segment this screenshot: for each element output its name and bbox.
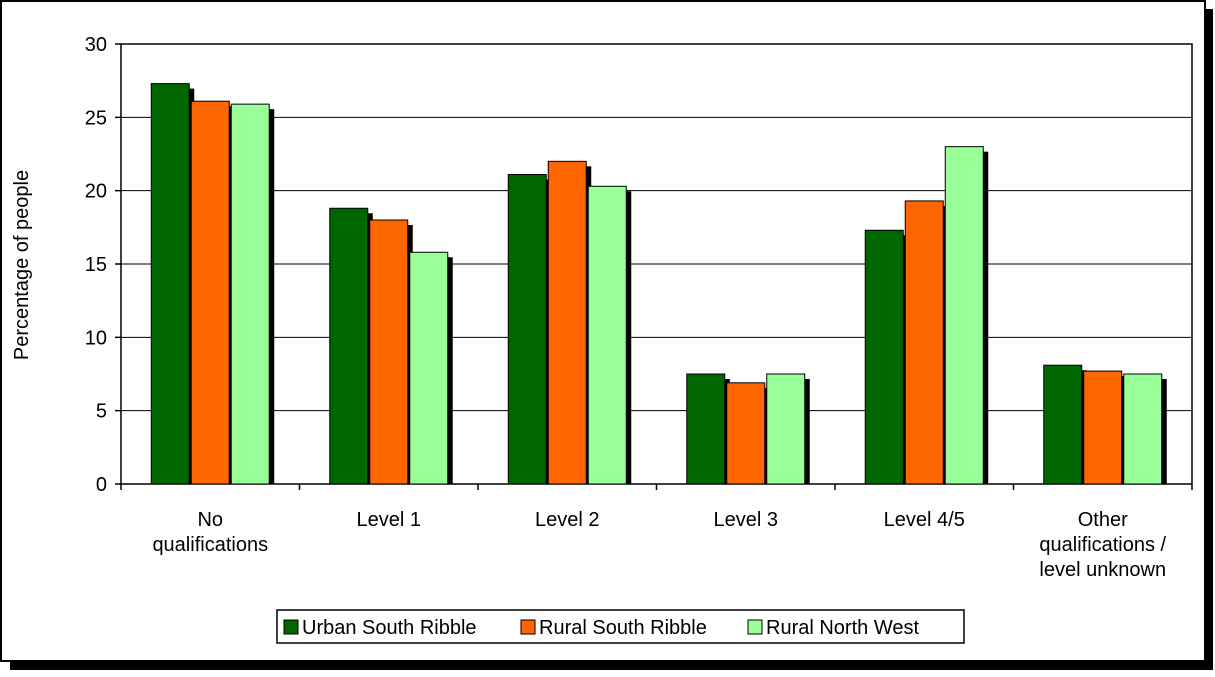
x-tick-label-line: qualifications / xyxy=(1039,534,1166,556)
x-tick-label-line: Other xyxy=(1078,509,1128,531)
x-tick-label-line: Level 4/5 xyxy=(884,509,965,531)
legend-label: Rural South Ribble xyxy=(539,617,707,639)
y-tick-label: 25 xyxy=(85,107,107,129)
y-tick-label: 0 xyxy=(96,474,107,496)
legend-swatch xyxy=(520,619,536,635)
bar xyxy=(409,251,449,485)
x-tick-label-line: qualifications xyxy=(152,534,268,556)
legend-swatch xyxy=(283,619,299,635)
bar xyxy=(369,219,409,485)
y-tick-label: 20 xyxy=(85,181,107,203)
x-tick-label: Level 2 xyxy=(535,509,600,531)
y-tick-label: 30 xyxy=(85,34,107,56)
bar xyxy=(547,160,587,485)
bar xyxy=(1083,370,1123,485)
bar xyxy=(507,174,547,485)
x-tick-label: Other qualifications / level unknown xyxy=(1039,509,1166,581)
y-tick-label: 10 xyxy=(85,327,107,349)
x-tick-label-line: Level 3 xyxy=(714,509,779,531)
bar xyxy=(230,103,270,485)
y-tick-label: 15 xyxy=(85,254,107,276)
bars xyxy=(150,83,1167,485)
y-tick-label: 5 xyxy=(96,401,107,423)
x-tick-label: Level 3 xyxy=(714,509,779,531)
bar xyxy=(904,200,944,485)
x-tick-label-line: Level 1 xyxy=(357,509,422,531)
legend: Urban South Ribble Rural South Ribble Rura… xyxy=(276,609,965,644)
x-tick-label: Level 1 xyxy=(357,509,422,531)
x-tick-label: No qualifications xyxy=(152,509,268,556)
x-tick-label-line: level unknown xyxy=(1039,559,1166,581)
y-axis-label: Percentage of people xyxy=(11,170,33,360)
bar xyxy=(686,373,726,485)
axes: 0 5 10 15 20 25 30 No qualifications Level 1 Level… xyxy=(85,34,1193,581)
bar xyxy=(587,185,627,485)
bar xyxy=(944,146,984,485)
x-tick-label-line: Level 2 xyxy=(535,509,600,531)
bar xyxy=(766,373,806,485)
bar xyxy=(864,229,904,485)
legend-box xyxy=(276,609,965,644)
bar xyxy=(329,207,369,485)
x-tick-label: Level 4/5 xyxy=(884,509,965,531)
bar xyxy=(1043,364,1083,485)
legend-label: Urban South Ribble xyxy=(302,617,477,639)
grid-lines xyxy=(121,116,1192,412)
legend-swatch xyxy=(747,619,763,635)
legend-label: Rural North West xyxy=(766,617,919,639)
bar xyxy=(1123,373,1163,485)
bar xyxy=(150,83,190,485)
x-tick-label-line: No xyxy=(197,509,223,531)
bar xyxy=(726,382,766,485)
bar xyxy=(190,100,230,485)
